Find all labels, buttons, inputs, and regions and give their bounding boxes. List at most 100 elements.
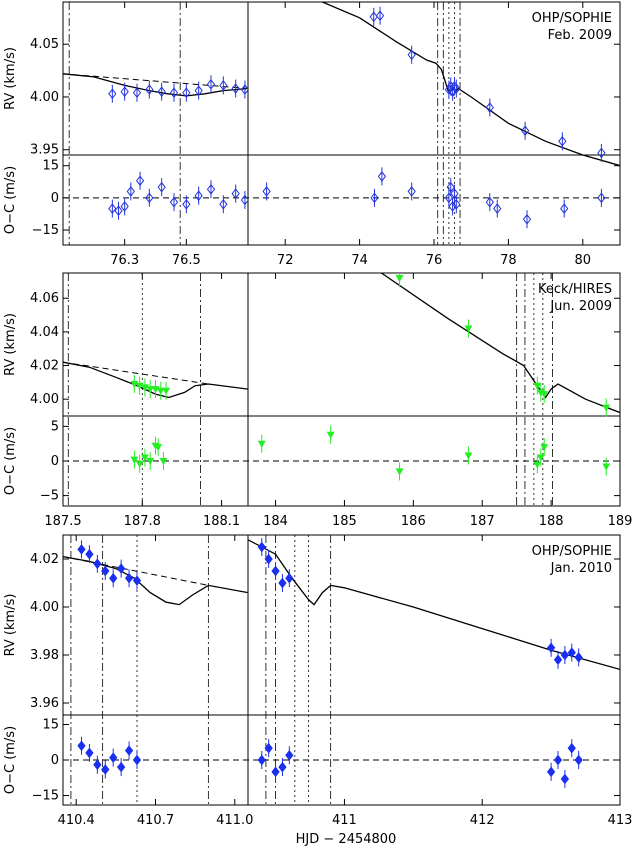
oc-point <box>560 773 570 785</box>
rv-point <box>206 78 216 90</box>
zoom-models <box>63 73 248 97</box>
oc-point <box>450 188 459 199</box>
rv-axis-label: RV (km/s) <box>3 594 18 657</box>
zoom-x-tick-label: 187.8 <box>124 514 161 529</box>
oc-tick-label: −5 <box>40 489 59 504</box>
rv-axis-label: RV (km/s) <box>3 47 18 110</box>
oc-point <box>370 192 379 204</box>
rv-tick-label: 4.04 <box>30 325 59 340</box>
rv-tick-label: 4.02 <box>30 552 59 567</box>
rv-point <box>452 83 461 94</box>
oc-point <box>285 749 294 761</box>
rv-point <box>146 386 155 394</box>
oc-point <box>567 742 576 754</box>
oc-point <box>140 454 149 462</box>
x-axis-label: HJD − 2454800 <box>296 832 397 847</box>
full-x-tick-label: 80 <box>575 253 592 268</box>
oc-point <box>130 456 139 464</box>
oc-point <box>444 192 454 204</box>
oc-point <box>109 752 118 763</box>
rv-point <box>485 102 494 113</box>
oc-point <box>93 759 102 771</box>
oc-point <box>464 452 473 460</box>
rv-point <box>162 387 171 395</box>
rv-point <box>558 135 567 147</box>
zoom-points <box>108 75 248 220</box>
full-x-tick-label: 413 <box>608 813 632 828</box>
panel-annotation: Jun. 2009 <box>549 299 612 314</box>
full-x-tick-label: 186 <box>401 514 426 529</box>
oc-point <box>85 747 94 759</box>
oc-point <box>117 761 126 773</box>
oc-point <box>271 766 280 778</box>
zoom-x-tick-label: 410.7 <box>137 813 174 828</box>
full-models <box>380 273 620 414</box>
oc-point <box>159 458 168 465</box>
zoom-points <box>130 375 171 473</box>
zoom-x-tick-label: 410.4 <box>58 813 95 828</box>
oc-point <box>169 196 179 208</box>
oc-point <box>126 186 135 197</box>
oc-point <box>77 740 86 752</box>
panel-annotation: Feb. 2009 <box>548 28 612 43</box>
rv-tick-label: 3.96 <box>30 696 59 711</box>
full-x-tick-label: 74 <box>351 253 368 268</box>
model-curve <box>380 273 620 414</box>
model-curve <box>63 555 248 606</box>
rv-point <box>117 563 126 574</box>
full-x-tick-label: 187 <box>470 514 495 529</box>
full-x-tick-label: 72 <box>277 253 294 268</box>
oc-point <box>546 766 556 778</box>
oc-point <box>533 461 542 469</box>
zoom-models <box>63 361 248 399</box>
rv-point <box>521 125 530 137</box>
oc-point <box>206 183 216 195</box>
full-x-tick-label: 76 <box>426 253 443 268</box>
rv-point <box>602 404 611 412</box>
rv-point <box>182 87 191 99</box>
oc-point <box>553 754 563 766</box>
panel-jun-2009: 4.00 4.02 4.04 4.06 −5 0 5 RV (km/s) O−C (m/s) 18… <box>3 272 632 529</box>
zoom-x-tick-label: 411.0 <box>216 813 253 828</box>
rv-point <box>145 84 154 95</box>
model-curve <box>248 539 620 671</box>
zoom-x-tick-label: 187.5 <box>44 514 81 529</box>
rv-point <box>375 10 385 22</box>
rv-point <box>278 577 287 589</box>
full-points <box>257 273 611 481</box>
oc-point <box>522 213 532 225</box>
full-models <box>248 539 620 671</box>
oc-tick-label: −15 <box>32 789 59 804</box>
oc-point <box>114 205 123 217</box>
full-points <box>257 538 583 788</box>
oc-point <box>231 188 240 199</box>
rv-point <box>464 325 473 333</box>
oc-point <box>101 764 110 775</box>
oc-point <box>132 754 142 766</box>
full-x-tick-label: 411 <box>332 813 357 828</box>
oc-point <box>219 198 228 210</box>
oc-point <box>240 194 248 206</box>
rv-point <box>271 565 280 577</box>
oc-point <box>157 181 166 193</box>
rv-point <box>124 572 134 584</box>
oc-point <box>407 186 416 197</box>
rv-tick-label: 4.00 <box>30 392 59 407</box>
oc-point <box>560 203 569 214</box>
oc-point <box>536 454 545 462</box>
oc-point <box>194 190 203 202</box>
oc-point <box>257 440 266 448</box>
oc-point <box>257 754 266 766</box>
rv-tick-label: 4.06 <box>30 291 59 306</box>
oc-point <box>135 175 145 187</box>
zoom-x-tick-label: 76.5 <box>172 253 201 268</box>
rv-point <box>194 85 203 96</box>
full-x-tick-label: 189 <box>608 514 632 529</box>
rv-point <box>231 83 240 94</box>
rv-point <box>240 84 248 95</box>
rv-point <box>567 647 576 658</box>
rv-point <box>264 553 273 565</box>
zoom-x-tick-label: 76.3 <box>110 253 139 268</box>
oc-axis-label: O−C (m/s) <box>3 166 18 234</box>
